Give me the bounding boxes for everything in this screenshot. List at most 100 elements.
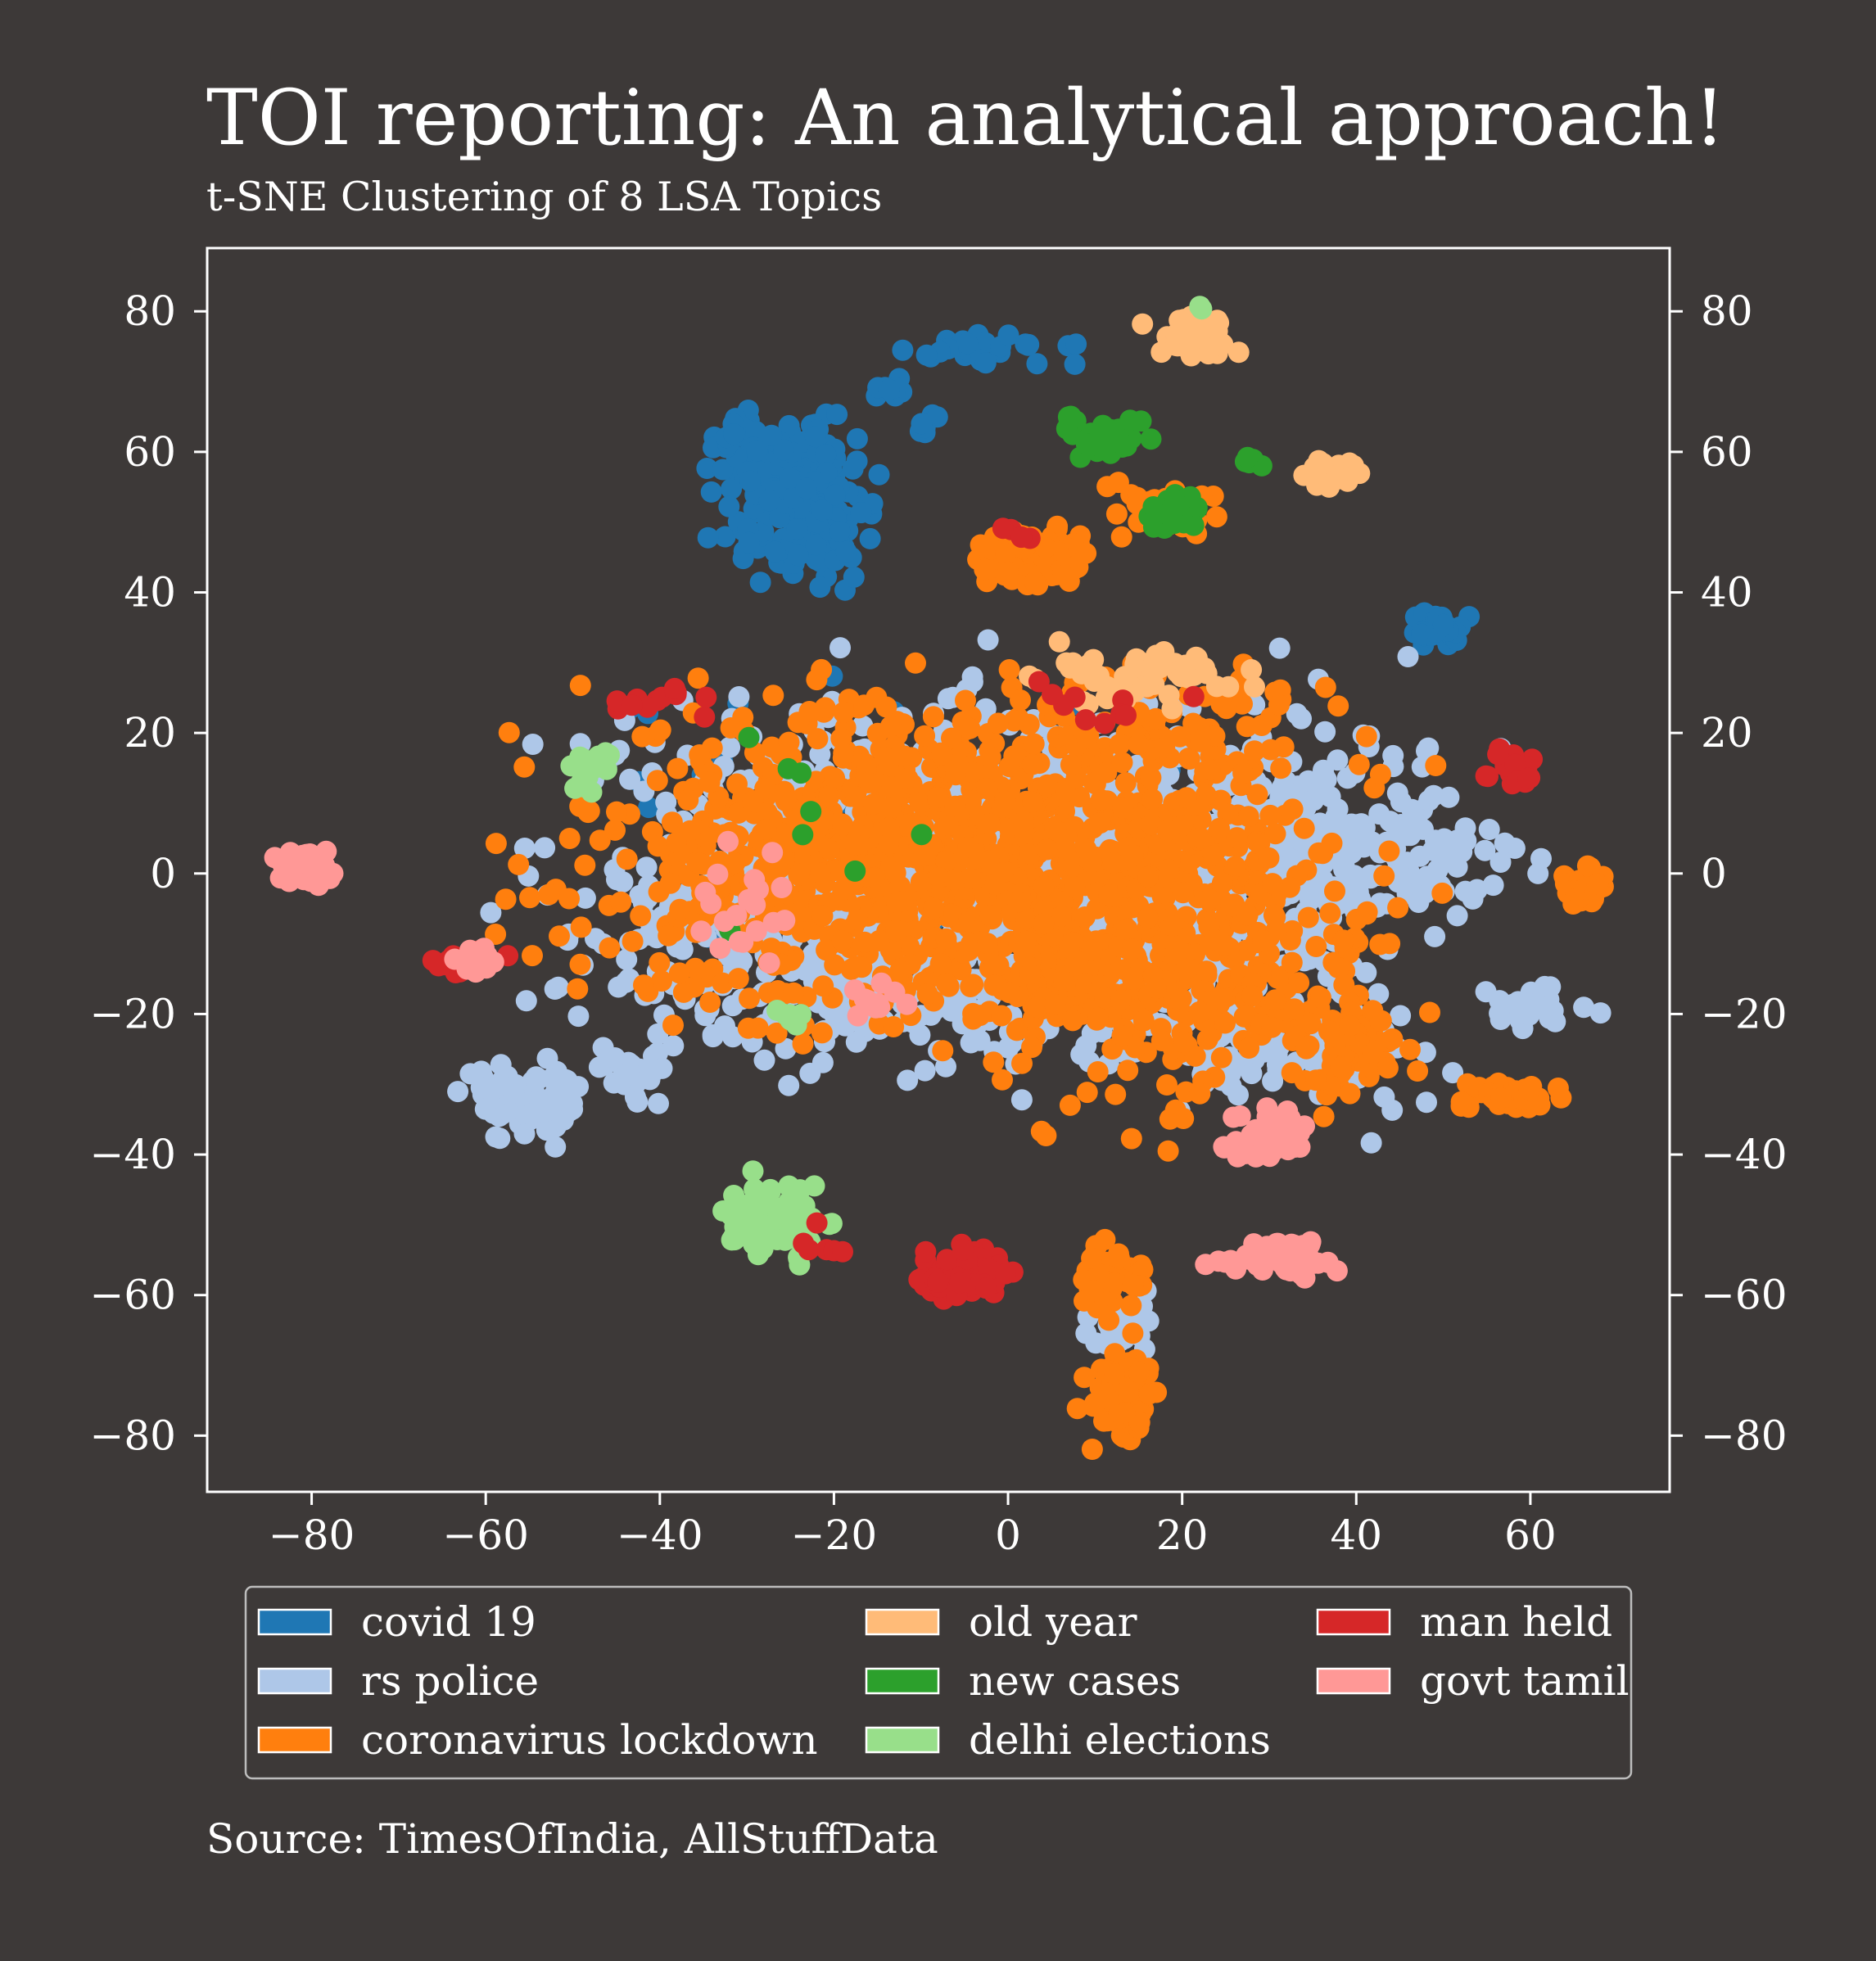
data-point <box>1081 1247 1103 1269</box>
data-point <box>1314 721 1336 743</box>
y-tick-label-left: 60 <box>124 428 176 476</box>
data-point <box>641 1062 663 1084</box>
y-tick-label-right: 60 <box>1701 428 1753 476</box>
data-point <box>1235 1142 1257 1164</box>
data-point <box>700 481 722 503</box>
data-point <box>998 659 1020 680</box>
data-point <box>742 1160 764 1182</box>
data-point <box>1327 695 1349 717</box>
data-point <box>811 1022 833 1044</box>
data-point <box>1322 1026 1345 1048</box>
data-point <box>1141 788 1163 811</box>
data-point <box>787 544 809 567</box>
data-point <box>536 1047 558 1069</box>
data-point <box>944 795 966 817</box>
data-point <box>1060 405 1082 427</box>
data-point <box>1241 1063 1263 1085</box>
data-point <box>864 866 886 888</box>
data-point <box>646 770 668 792</box>
data-point <box>885 920 906 942</box>
data-point <box>1494 832 1516 854</box>
data-point <box>1293 817 1315 839</box>
data-point <box>974 558 996 581</box>
data-point <box>826 404 848 426</box>
data-point <box>1132 313 1154 335</box>
data-point <box>638 797 660 819</box>
x-tick-label: 60 <box>1504 1511 1557 1559</box>
y-tick-label-left: 80 <box>124 287 176 335</box>
data-point <box>1173 323 1196 346</box>
data-point <box>1036 774 1058 796</box>
data-point <box>1268 694 1290 716</box>
data-point <box>867 993 889 1014</box>
data-point <box>1189 296 1211 318</box>
legend-swatch <box>1316 1667 1391 1695</box>
data-point <box>1218 676 1240 698</box>
data-point <box>1132 1010 1155 1032</box>
data-point <box>1042 684 1063 706</box>
data-point <box>987 712 1009 734</box>
data-point <box>979 813 1001 835</box>
legend-swatch <box>865 1726 940 1754</box>
data-point <box>574 854 596 876</box>
legend-swatch <box>257 1608 332 1636</box>
data-point <box>1075 542 1097 564</box>
data-point <box>717 830 739 852</box>
data-point <box>1119 409 1141 432</box>
data-point <box>672 981 694 1003</box>
data-point <box>1121 938 1143 960</box>
data-point <box>762 842 784 864</box>
data-point <box>1573 996 1595 1019</box>
data-point <box>545 1136 567 1158</box>
legend-label: delhi elections <box>969 1716 1271 1764</box>
legend-swatch <box>1316 1608 1391 1636</box>
y-tick-label-left: 20 <box>124 709 176 757</box>
data-point <box>1104 1272 1126 1294</box>
data-point <box>525 1066 547 1088</box>
y-tick-label-right: −60 <box>1701 1272 1788 1319</box>
data-point <box>1326 1260 1348 1282</box>
data-point <box>1112 797 1134 819</box>
data-point <box>513 838 536 859</box>
data-point <box>1327 468 1349 490</box>
data-point <box>649 951 671 974</box>
data-point <box>1474 839 1496 861</box>
data-point <box>771 877 793 898</box>
source-note: Source: TimesOfIndia, AllStuffData <box>206 1815 938 1863</box>
data-point <box>995 543 1016 565</box>
data-point <box>722 1227 744 1248</box>
data-point <box>1539 1007 1561 1029</box>
data-point <box>1208 312 1230 334</box>
data-point <box>1417 737 1440 759</box>
data-point <box>633 974 654 996</box>
data-point <box>578 800 600 822</box>
data-point <box>983 1051 1005 1073</box>
data-point <box>1194 657 1215 679</box>
data-point <box>626 1091 649 1113</box>
data-point <box>1120 1127 1142 1150</box>
data-point <box>1149 657 1171 679</box>
data-point <box>1021 753 1043 775</box>
data-point <box>998 982 1020 1004</box>
data-point <box>1482 874 1504 897</box>
data-point <box>474 1098 496 1120</box>
data-point <box>1087 1061 1109 1082</box>
legend-label: old year <box>969 1598 1137 1646</box>
data-point <box>1180 345 1202 367</box>
data-point <box>549 925 570 947</box>
data-point <box>961 666 983 688</box>
y-tick-label-left: 40 <box>124 569 176 617</box>
data-point <box>809 576 831 599</box>
data-point <box>1074 906 1096 928</box>
data-point <box>498 721 520 743</box>
data-point <box>485 924 507 945</box>
data-point <box>997 324 1019 346</box>
data-point <box>1090 788 1112 811</box>
data-point <box>1087 1007 1109 1029</box>
data-point <box>935 1055 956 1078</box>
data-point <box>1098 1309 1120 1331</box>
data-point <box>1076 727 1098 749</box>
data-point <box>1236 446 1259 468</box>
data-point <box>1033 875 1055 897</box>
data-point <box>1075 433 1097 455</box>
